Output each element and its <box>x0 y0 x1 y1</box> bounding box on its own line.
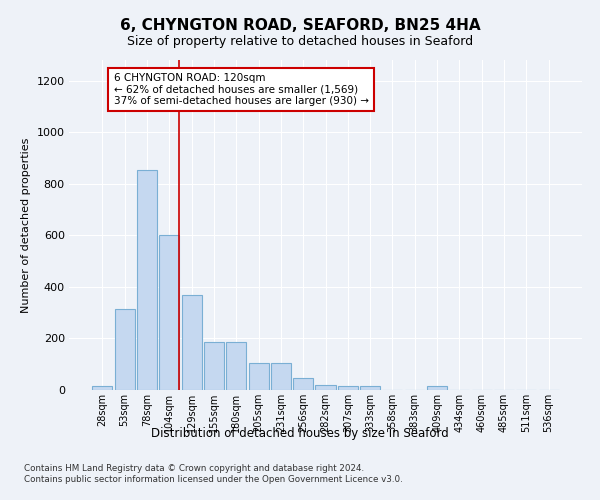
Bar <box>92 386 112 390</box>
Y-axis label: Number of detached properties: Number of detached properties <box>21 138 31 312</box>
Bar <box>204 342 224 390</box>
Bar <box>360 386 380 390</box>
Text: 6 CHYNGTON ROAD: 120sqm
← 62% of detached houses are smaller (1,569)
37% of semi: 6 CHYNGTON ROAD: 120sqm ← 62% of detache… <box>113 73 368 106</box>
Bar <box>115 309 135 390</box>
Bar <box>159 236 179 390</box>
Bar <box>316 385 335 390</box>
Bar <box>137 170 157 390</box>
Bar <box>293 378 313 390</box>
Bar <box>182 294 202 390</box>
Text: Distribution of detached houses by size in Seaford: Distribution of detached houses by size … <box>151 428 449 440</box>
Text: Contains HM Land Registry data © Crown copyright and database right 2024.: Contains HM Land Registry data © Crown c… <box>24 464 364 473</box>
Text: 6, CHYNGTON ROAD, SEAFORD, BN25 4HA: 6, CHYNGTON ROAD, SEAFORD, BN25 4HA <box>119 18 481 32</box>
Bar <box>226 342 246 390</box>
Bar <box>248 363 269 390</box>
Text: Size of property relative to detached houses in Seaford: Size of property relative to detached ho… <box>127 35 473 48</box>
Bar <box>271 363 291 390</box>
Bar <box>427 386 447 390</box>
Bar <box>338 386 358 390</box>
Text: Contains public sector information licensed under the Open Government Licence v3: Contains public sector information licen… <box>24 475 403 484</box>
